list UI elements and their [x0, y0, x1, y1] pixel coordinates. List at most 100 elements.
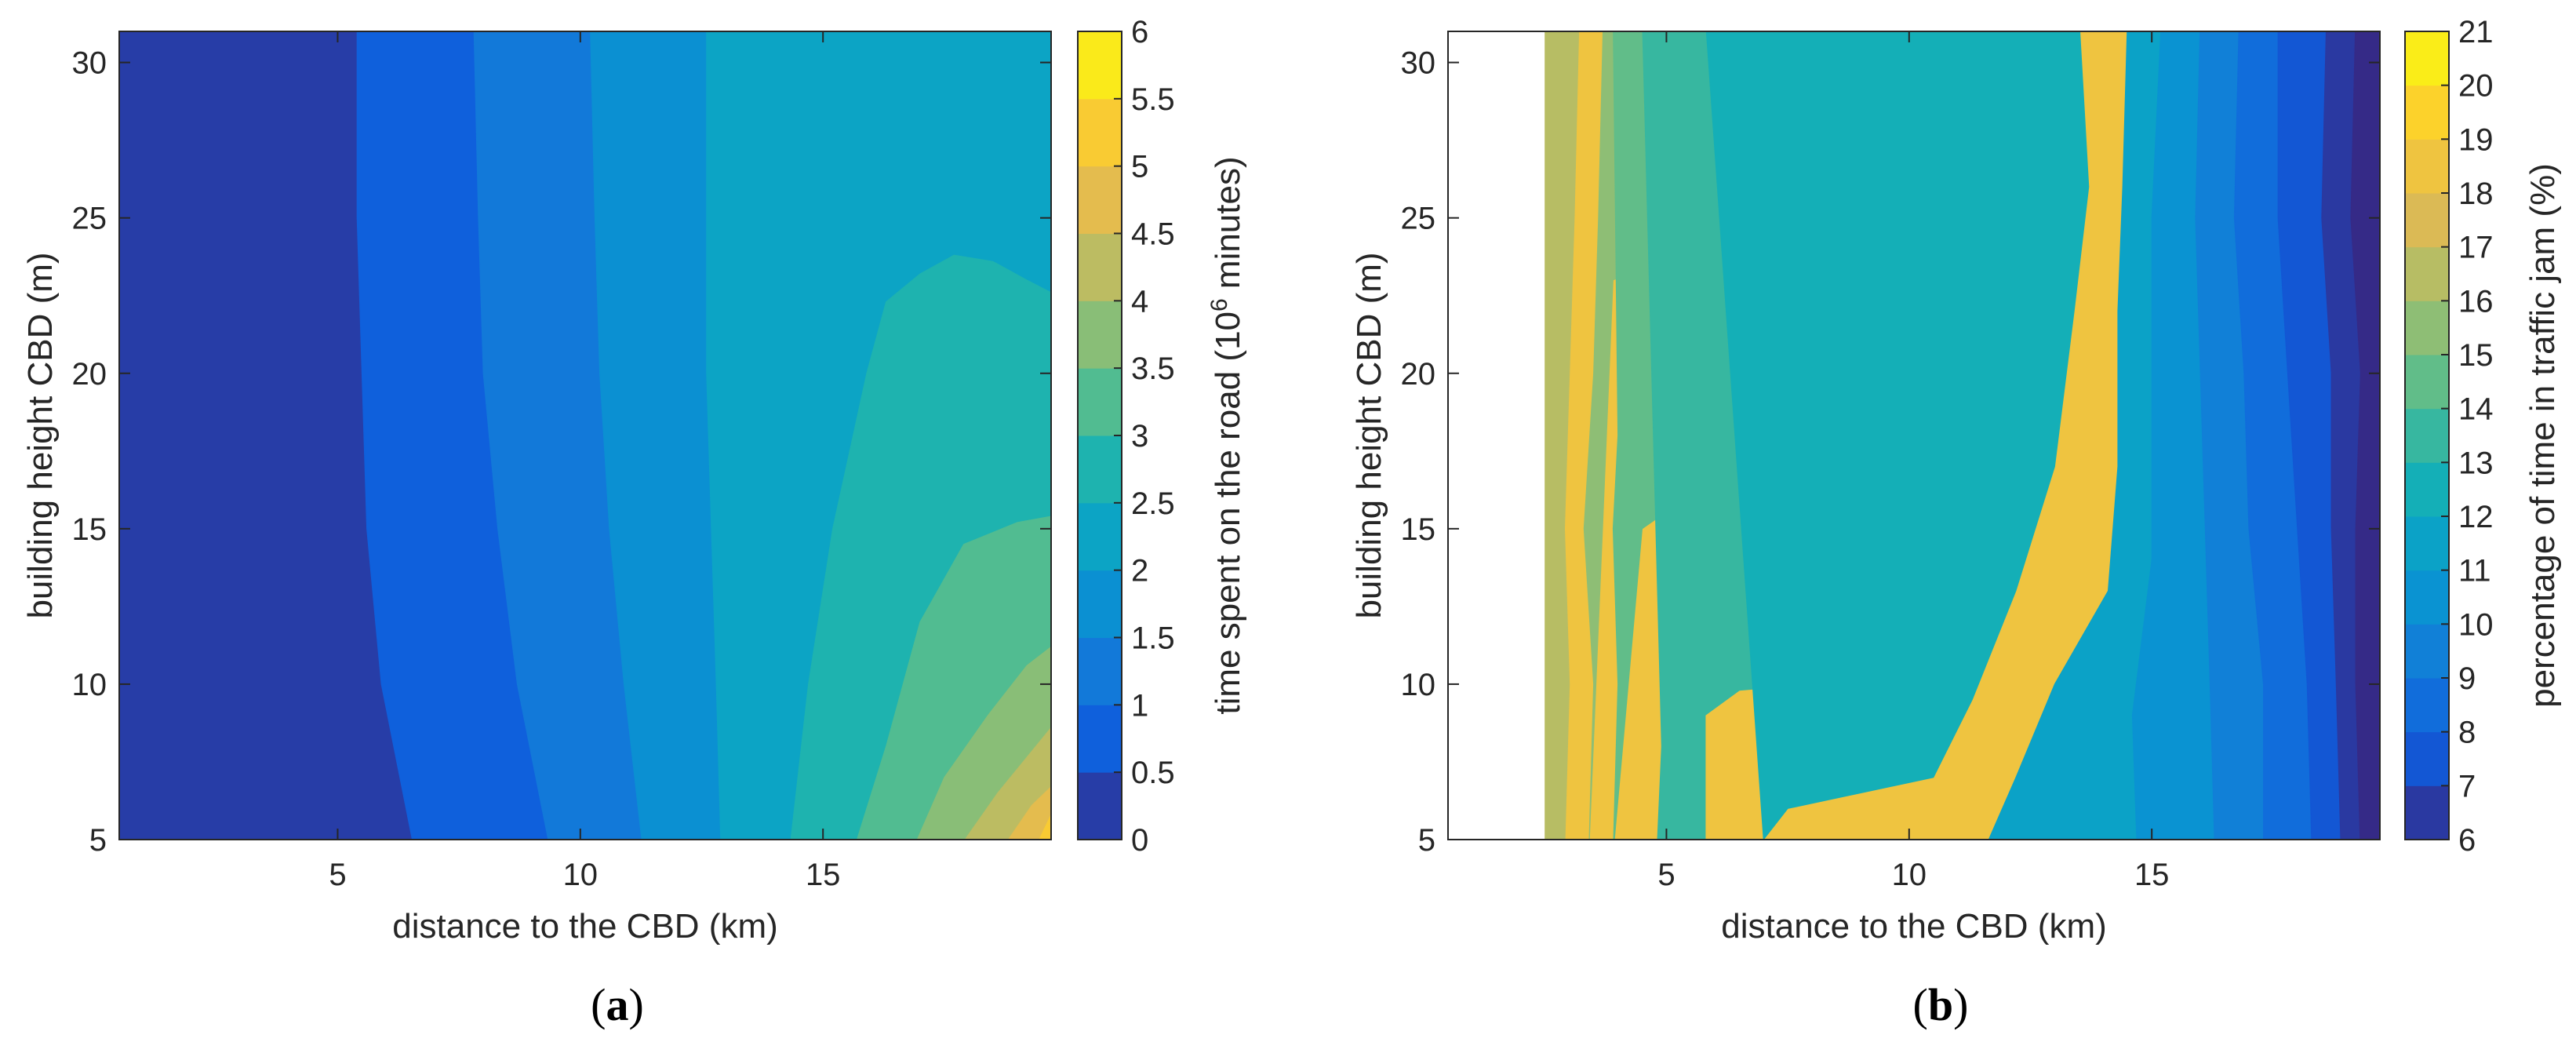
panel-a-colorbar-segment	[1078, 772, 1122, 840]
panel-b-label-close: )	[1953, 979, 1968, 1030]
panel-b-colorbar-segment	[2405, 408, 2449, 463]
panel-a-colorbar-segment	[1078, 31, 1122, 100]
panel-a-colorbar-tick-label: 3.5	[1131, 352, 1175, 386]
panel-b-contour-band	[1705, 31, 2090, 840]
panel-a-y-tick-label: 10	[72, 668, 107, 702]
panel-b-y-axis: 5 10 15 20 25 30	[1401, 46, 2380, 858]
panel-a-colorbar-ticks: 0 0.5 1 1.5 2 2.5 3 3.5 4 4.5 5 5.5 6	[1114, 15, 1175, 858]
panel-a-x-axis: 5 10 15	[329, 31, 840, 892]
panel-a-colorbar-segment	[1078, 637, 1122, 705]
panel-b-colorbar-segment	[2405, 570, 2449, 625]
panel-b-colorbar-segment	[2405, 678, 2449, 733]
panel-b-colorbar-tick-label: 14	[2458, 392, 2494, 427]
panel-a-colorbar-tick-label: 0.5	[1131, 756, 1175, 790]
panel-a-colorbar-label: time spent on the road (106 minutes)	[1206, 156, 1247, 714]
panel-a-contour-plot	[119, 31, 1051, 840]
panel-b-colorbar-segment	[2405, 785, 2449, 840]
panel-a-y-axis: 5 10 15 20 25 30	[72, 46, 1051, 858]
panel-a-label: (a)	[591, 979, 644, 1030]
panel-a-x-tick-label: 10	[563, 858, 599, 892]
panel-a-colorbar-segment	[1078, 166, 1122, 234]
panel-b-colorbar-tick-label: 11	[2458, 554, 2491, 588]
panel-b-colorbar-frame	[2404, 31, 2450, 840]
panel-a-y-axis-label: building height CBD (m)	[21, 252, 60, 618]
panel-b-x-axis: 5 10 15	[1657, 31, 2169, 892]
panel-a-colorbar-tick-label: 5	[1131, 150, 1148, 184]
panel-a-y-tick-label: 25	[72, 202, 107, 236]
panel-a-x-axis-label: distance to the CBD (km)	[392, 907, 778, 946]
panel-a-colorbar-segment	[1078, 502, 1122, 571]
panel-b-colorbar-tick-label: 17	[2458, 231, 2494, 265]
panel-b-colorbar-tick-label: 12	[2458, 500, 2494, 534]
panel-a-colorbar-segment	[1078, 705, 1122, 773]
panel-b-contour-plot	[1545, 31, 2380, 840]
panel-b-contour-band	[2350, 31, 2380, 840]
panel-b-x-tick-label: 15	[2134, 858, 2170, 892]
panel-b-colorbar-segment	[2405, 246, 2449, 301]
panel-b-colorbar-label: percentage of time in traffic jam (%)	[2523, 163, 2562, 708]
panel-b-colorbar-tick-label: 13	[2458, 446, 2494, 480]
panel-b-y-tick-label: 10	[1401, 668, 1436, 702]
panel-b-colorbar	[2405, 31, 2449, 840]
panel-b-colorbar-segment	[2405, 31, 2449, 86]
panel-a-colorbar-segment	[1078, 98, 1122, 167]
panel-b-colorbar-segment	[2405, 462, 2449, 517]
panel-b-colorbar-segment	[2405, 193, 2449, 248]
panel-b-colorbar-segment	[2405, 139, 2449, 194]
panel-a-colorbar-tick-label: 4	[1131, 284, 1148, 319]
panel-b-contour-band	[1545, 31, 1580, 840]
panel-a-colorbar-tick-label: 1.5	[1131, 621, 1175, 656]
panel-b-x-tick-label: 5	[1657, 858, 1675, 892]
panel-a-colorbar-segment	[1078, 435, 1122, 504]
panel-b-colorbar-segment	[2405, 624, 2449, 679]
panel-b-colorbar-tick-label: 20	[2458, 69, 2494, 104]
panel-b-colorbar-tick-label: 9	[2458, 661, 2476, 696]
panel-b-y-tick-label: 15	[1401, 512, 1436, 547]
panel-a-label-open: (	[591, 979, 606, 1030]
panel-b-colorbar-tick-label: 21	[2458, 15, 2494, 49]
panel-b: 5 10 15 5 10 15 20 25 30 distance to the CBD (k…	[1350, 15, 2562, 1030]
panel-a-colorbar-segment	[1078, 570, 1122, 638]
panel-b-x-tick-label: 10	[1892, 858, 1927, 892]
panel-a-y-tick-label: 15	[72, 512, 107, 547]
panel-a-colorbar-tick-label: 3	[1131, 419, 1148, 454]
panel-b-x-axis-label: distance to the CBD (km)	[1721, 907, 2107, 946]
panel-a-colorbar-label-prefix: time spent on the road (10	[1209, 312, 1247, 715]
panel-b-colorbar-segment	[2405, 731, 2449, 786]
panel-a-label-close: )	[629, 979, 644, 1030]
panel-a-colorbar-segment	[1078, 233, 1122, 301]
panel-b-colorbar-tick-label: 8	[2458, 716, 2476, 750]
panel-a-y-tick-label: 30	[72, 46, 107, 81]
panel-b-colorbar-tick-label: 16	[2458, 284, 2494, 319]
panel-b-colorbar-tick-label: 6	[2458, 823, 2476, 858]
panel-b-colorbar-tick-label: 18	[2458, 177, 2494, 211]
panel-a-colorbar-tick-label: 2.5	[1131, 486, 1175, 521]
panel-b-y-tick-label: 25	[1401, 202, 1436, 236]
panel-a-colorbar-segment	[1078, 368, 1122, 436]
panel-a-x-tick-label: 15	[806, 858, 841, 892]
panel-b-y-tick-label: 5	[1418, 823, 1435, 858]
panel-a-colorbar-label-suffix: minutes)	[1209, 156, 1247, 298]
panel-a-colorbar-tick-label: 5.5	[1131, 82, 1175, 117]
panel-b-y-axis-label: building height CBD (m)	[1350, 252, 1388, 618]
panel-a-colorbar-segment	[1078, 301, 1122, 369]
panel-a-colorbar-tick-label: 2	[1131, 554, 1148, 588]
panel-a-label-letter: a	[606, 979, 629, 1030]
panel-b-y-tick-label: 20	[1401, 357, 1436, 392]
panel-a-contour-band	[1007, 786, 1051, 840]
panel-a-colorbar-tick-label: 4.5	[1131, 217, 1175, 252]
panel-b-colorbar-tick-label: 19	[2458, 122, 2494, 157]
panel-a-colorbar-tick-label: 6	[1131, 15, 1148, 49]
panel-b-colorbar-tick-label: 15	[2458, 338, 2494, 373]
panel-a-colorbar-tick-label: 1	[1131, 688, 1148, 723]
panel-a-colorbar-label-exponent: 6	[1206, 298, 1232, 312]
panel-a-axes-box	[118, 31, 1052, 840]
panel-a-contour-band	[1039, 814, 1051, 840]
panel-b-label: (b)	[1913, 979, 1969, 1030]
panel-b-label-open: (	[1913, 979, 1928, 1030]
panel-a-y-tick-label: 5	[89, 823, 107, 858]
panel-b-colorbar-segment	[2405, 85, 2449, 140]
panel-b-y-tick-label: 30	[1401, 46, 1436, 81]
